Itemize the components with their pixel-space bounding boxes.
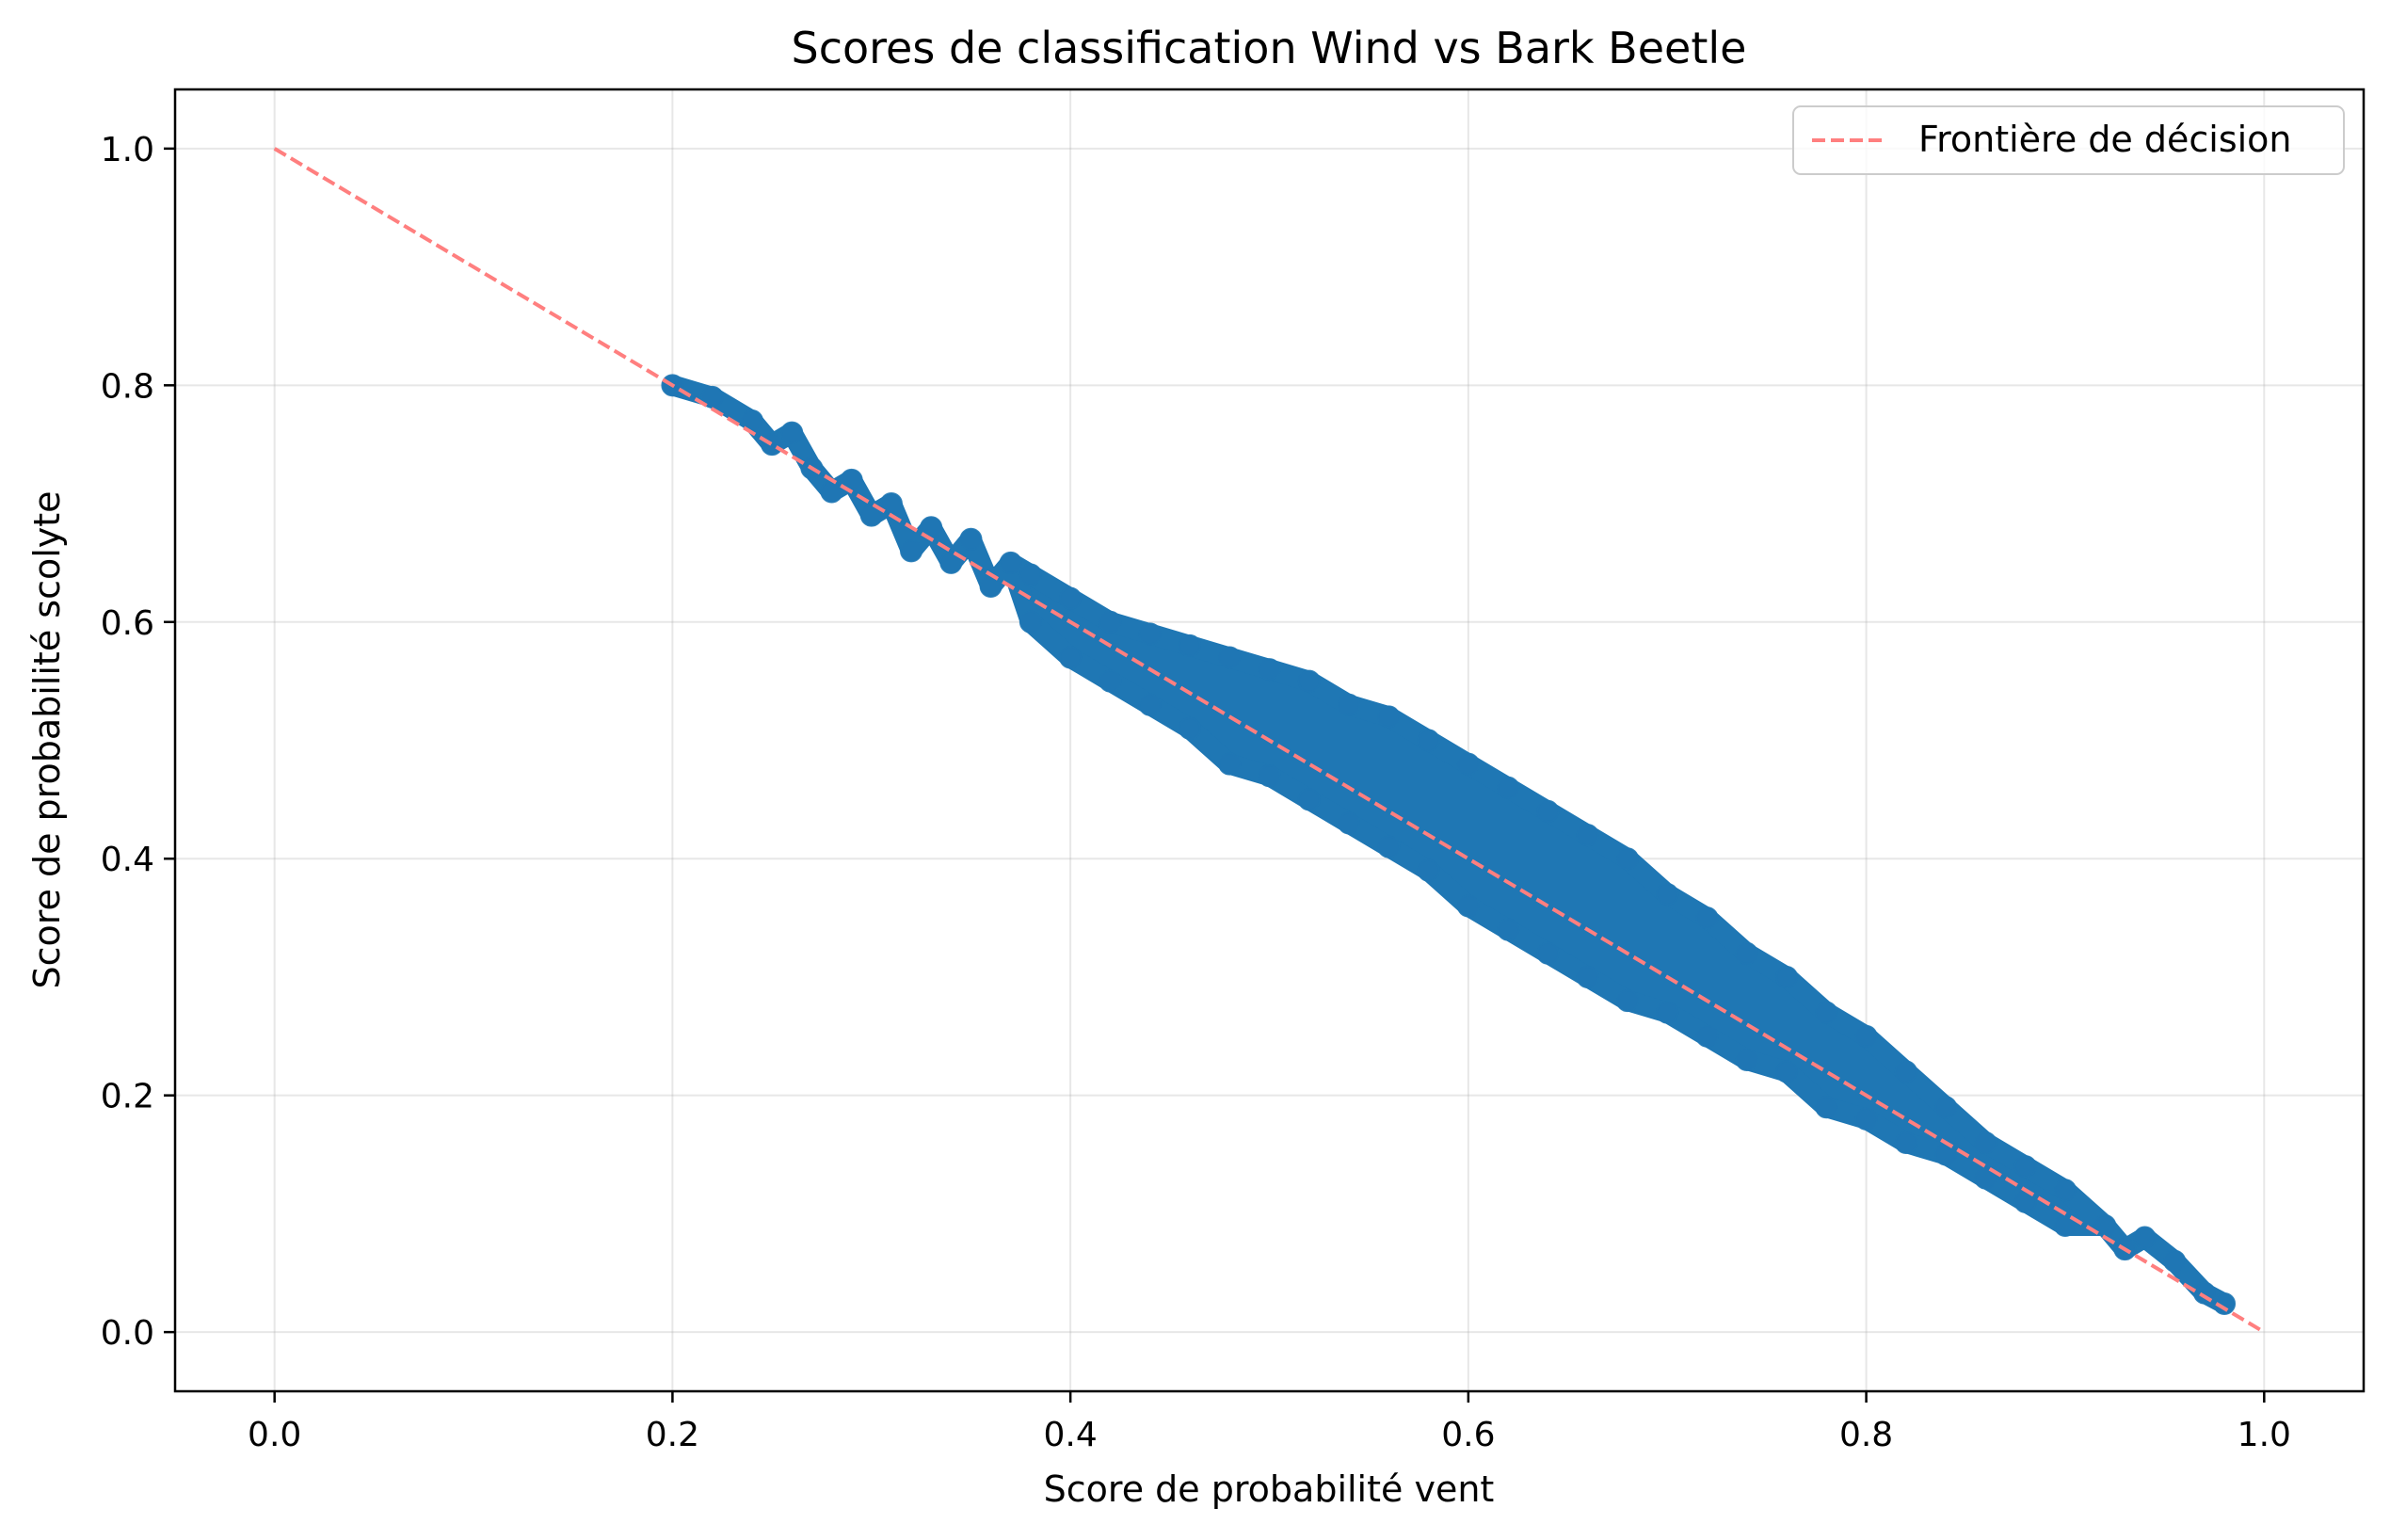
- scatter-point: [1456, 752, 1480, 776]
- scatter-point: [1138, 693, 1162, 716]
- scatter-point: [1576, 824, 1599, 847]
- x-axis: 0.0 0.2 0.4 0.6 0.8 1.0: [248, 1391, 2291, 1454]
- scatter-point: [1178, 634, 1201, 657]
- scatter-point: [2053, 1179, 2077, 1202]
- scatter-point: [979, 575, 1003, 599]
- x-tick-label: 0.6: [1441, 1416, 1495, 1454]
- scatter-point: [1497, 776, 1520, 799]
- scatter-point: [1497, 918, 1520, 941]
- legend-box: [1792, 105, 2345, 175]
- scatter-point: [1974, 1166, 1997, 1190]
- x-axis-label: Score de probabilité vent: [1044, 1468, 1495, 1510]
- y-tick-label: 1.0: [101, 131, 154, 169]
- scatter-point: [1377, 835, 1401, 858]
- y-axis: 0.0 0.2 0.4 0.6 0.8 1.0: [101, 131, 175, 1353]
- scatter-point: [1297, 669, 1321, 693]
- y-tick-label: 0.6: [101, 604, 154, 643]
- y-tick-label: 0.4: [101, 841, 154, 879]
- scatter-point: [1934, 1143, 1958, 1166]
- scatter-point: [2133, 1226, 2157, 1249]
- scatter-point: [1019, 563, 1042, 586]
- scatter-point: [1338, 811, 1361, 835]
- y-tick-label: 0.8: [101, 367, 154, 406]
- scatter-point: [2213, 1291, 2237, 1315]
- scatter-point: [1536, 799, 1560, 823]
- scatter-point: [959, 527, 983, 551]
- scatter-point: [1735, 1048, 1758, 1071]
- y-tick-label: 0.2: [101, 1078, 154, 1116]
- scatter-point: [1218, 752, 1242, 776]
- scatter-point: [1456, 894, 1480, 918]
- scatter-point: [1099, 610, 1122, 634]
- scatter-point: [900, 539, 923, 563]
- scatter-point: [1178, 716, 1201, 740]
- scatter-point: [939, 551, 963, 574]
- scatter-point: [1815, 1096, 1838, 1119]
- scatter-point: [859, 504, 883, 527]
- scatter-point: [1576, 965, 1599, 988]
- scatter-point: [2013, 1155, 2037, 1179]
- scatter-point: [1417, 858, 1440, 882]
- scatter-point: [1059, 646, 1083, 669]
- scatter-point: [2053, 1213, 2077, 1237]
- scatter-point: [1894, 1060, 1917, 1083]
- scatter-point: [2163, 1249, 2187, 1273]
- scatter-point: [999, 551, 1022, 574]
- chart-title: Scores de classification Wind vs Bark Be…: [792, 23, 1747, 73]
- plot-frame: [173, 88, 2366, 1393]
- scatter-point: [1417, 729, 1440, 752]
- scatter-point: [780, 421, 804, 444]
- scatter-point: [1258, 764, 1281, 788]
- scatter-point: [1615, 989, 1639, 1013]
- x-tick-label: 0.8: [1839, 1416, 1893, 1454]
- x-tick-label: 0.4: [1044, 1416, 1098, 1454]
- grid: [175, 89, 2364, 1391]
- scatter-point: [1775, 1060, 1799, 1083]
- scatter-point: [1894, 1131, 1917, 1154]
- scatter-point: [1656, 1001, 1679, 1024]
- scatter-point: [1338, 693, 1361, 716]
- scatter-point: [1536, 941, 1560, 965]
- scatter-point: [1615, 847, 1639, 871]
- scatter-point: [1775, 965, 1799, 988]
- scatter-point: [2192, 1281, 2216, 1305]
- x-tick-label: 0.2: [646, 1416, 699, 1454]
- scatter-point: [1854, 1107, 1878, 1131]
- scatter-point: [1138, 622, 1162, 646]
- scatter-point: [1656, 882, 1679, 906]
- scatter-point: [1974, 1131, 1997, 1154]
- scatter-point: [1695, 1024, 1719, 1048]
- scatter-point: [1735, 941, 1758, 965]
- decision-boundary-series: [273, 147, 2266, 1334]
- plot-area: [173, 88, 2366, 1393]
- scatter-point: [1099, 669, 1122, 693]
- scatter-point: [1218, 646, 1242, 669]
- legend-label-decision-boundary: Frontière de décision: [1918, 119, 2292, 160]
- y-tick-label: 0.0: [101, 1314, 154, 1353]
- scatter-point: [1815, 1001, 1838, 1024]
- scatter-point: [1934, 1096, 1958, 1119]
- scatter-point: [1695, 906, 1719, 930]
- scatter-point: [820, 480, 843, 504]
- legend: Frontière de décision: [1792, 105, 2345, 175]
- y-axis-label: Score de probabilité scolyte: [26, 490, 68, 988]
- x-tick-label: 0.0: [248, 1416, 301, 1454]
- scatter-point: [1377, 705, 1401, 729]
- decision-boundary-line: [273, 147, 2266, 1334]
- scatter-point: [1059, 586, 1083, 610]
- scatter-point: [1297, 788, 1321, 811]
- scatter-point: [1854, 1024, 1878, 1048]
- scatter-point: [1019, 610, 1042, 634]
- scatter-point: [1258, 658, 1281, 682]
- x-tick-label: 1.0: [2238, 1416, 2291, 1454]
